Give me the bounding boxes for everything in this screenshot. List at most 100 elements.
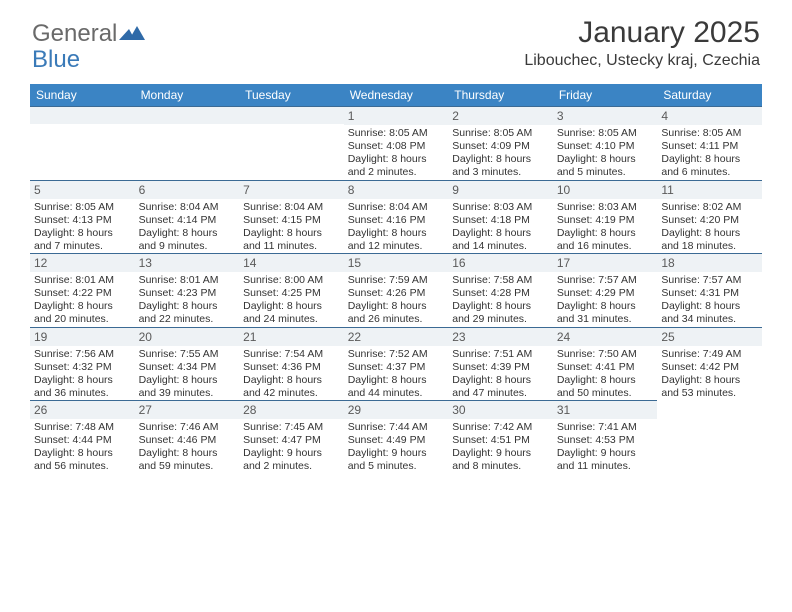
day-number: 19 (30, 327, 135, 346)
calendar-day-cell: 8Sunrise: 8:04 AMSunset: 4:16 PMDaylight… (344, 180, 449, 254)
day-number: 30 (448, 400, 553, 419)
day-details: Sunrise: 8:05 AMSunset: 4:13 PMDaylight:… (30, 199, 135, 254)
calendar-day-cell: 30Sunrise: 7:42 AMSunset: 4:51 PMDayligh… (448, 400, 553, 474)
day-number: 26 (30, 400, 135, 419)
day-number: 2 (448, 106, 553, 125)
day-number: 24 (553, 327, 658, 346)
month-title: January 2025 (524, 16, 760, 50)
calendar-day-cell: 14Sunrise: 8:00 AMSunset: 4:25 PMDayligh… (239, 253, 344, 327)
logo-text-blue: Blue (32, 46, 80, 73)
calendar-day-cell: 25Sunrise: 7:49 AMSunset: 4:42 PMDayligh… (657, 327, 762, 401)
empty-day-bar (30, 106, 135, 124)
day-details: Sunrise: 8:01 AMSunset: 4:23 PMDaylight:… (135, 272, 240, 327)
day-details: Sunrise: 7:41 AMSunset: 4:53 PMDaylight:… (553, 419, 658, 474)
day-number: 9 (448, 180, 553, 199)
weekday-header: Sunday (30, 84, 135, 106)
day-number: 15 (344, 253, 449, 272)
day-number: 3 (553, 106, 658, 125)
day-details: Sunrise: 7:58 AMSunset: 4:28 PMDaylight:… (448, 272, 553, 327)
day-details: Sunrise: 7:55 AMSunset: 4:34 PMDaylight:… (135, 346, 240, 401)
logo-sub: Blue (32, 46, 80, 74)
day-details: Sunrise: 7:49 AMSunset: 4:42 PMDaylight:… (657, 346, 762, 401)
calendar-day-cell: 21Sunrise: 7:54 AMSunset: 4:36 PMDayligh… (239, 327, 344, 401)
calendar-day-cell: 3Sunrise: 8:05 AMSunset: 4:10 PMDaylight… (553, 106, 658, 180)
day-number: 25 (657, 327, 762, 346)
day-number: 23 (448, 327, 553, 346)
calendar-day-cell: 5Sunrise: 8:05 AMSunset: 4:13 PMDaylight… (30, 180, 135, 254)
day-details: Sunrise: 8:03 AMSunset: 4:18 PMDaylight:… (448, 199, 553, 254)
day-details: Sunrise: 7:59 AMSunset: 4:26 PMDaylight:… (344, 272, 449, 327)
day-details: Sunrise: 8:05 AMSunset: 4:08 PMDaylight:… (344, 125, 449, 180)
empty-day-bar (239, 106, 344, 124)
day-number: 20 (135, 327, 240, 346)
weekday-header: Tuesday (239, 84, 344, 106)
header: General January 2025 Libouchec, Ustecky … (0, 0, 792, 78)
calendar-day-cell: 27Sunrise: 7:46 AMSunset: 4:46 PMDayligh… (135, 400, 240, 474)
calendar-day-cell: 17Sunrise: 7:57 AMSunset: 4:29 PMDayligh… (553, 253, 658, 327)
empty-day-bar (135, 106, 240, 124)
day-number: 1 (344, 106, 449, 125)
calendar-day-cell: 29Sunrise: 7:44 AMSunset: 4:49 PMDayligh… (344, 400, 449, 474)
calendar-week-row: 26Sunrise: 7:48 AMSunset: 4:44 PMDayligh… (30, 400, 762, 474)
calendar-body: 1Sunrise: 8:05 AMSunset: 4:08 PMDaylight… (30, 106, 762, 474)
calendar-day-cell: 7Sunrise: 8:04 AMSunset: 4:15 PMDaylight… (239, 180, 344, 254)
day-details: Sunrise: 7:54 AMSunset: 4:36 PMDaylight:… (239, 346, 344, 401)
day-details: Sunrise: 8:04 AMSunset: 4:15 PMDaylight:… (239, 199, 344, 254)
calendar-day-cell: 19Sunrise: 7:56 AMSunset: 4:32 PMDayligh… (30, 327, 135, 401)
day-details: Sunrise: 7:52 AMSunset: 4:37 PMDaylight:… (344, 346, 449, 401)
day-number: 10 (553, 180, 658, 199)
title-block: January 2025 Libouchec, Ustecky kraj, Cz… (524, 16, 760, 70)
day-details: Sunrise: 7:57 AMSunset: 4:29 PMDaylight:… (553, 272, 658, 327)
calendar-day-cell: 24Sunrise: 7:50 AMSunset: 4:41 PMDayligh… (553, 327, 658, 401)
calendar-day-cell: 1Sunrise: 8:05 AMSunset: 4:08 PMDaylight… (344, 106, 449, 180)
day-details: Sunrise: 8:05 AMSunset: 4:10 PMDaylight:… (553, 125, 658, 180)
calendar-day-cell: 9Sunrise: 8:03 AMSunset: 4:18 PMDaylight… (448, 180, 553, 254)
calendar-header-row: SundayMondayTuesdayWednesdayThursdayFrid… (30, 84, 762, 106)
day-number: 16 (448, 253, 553, 272)
calendar-empty-cell (135, 106, 240, 180)
day-number: 29 (344, 400, 449, 419)
day-number: 17 (553, 253, 658, 272)
day-number: 14 (239, 253, 344, 272)
day-details: Sunrise: 8:04 AMSunset: 4:14 PMDaylight:… (135, 199, 240, 254)
calendar-day-cell: 12Sunrise: 8:01 AMSunset: 4:22 PMDayligh… (30, 253, 135, 327)
logo-icon (119, 20, 145, 48)
calendar-week-row: 5Sunrise: 8:05 AMSunset: 4:13 PMDaylight… (30, 180, 762, 254)
day-details: Sunrise: 8:00 AMSunset: 4:25 PMDaylight:… (239, 272, 344, 327)
calendar-day-cell: 18Sunrise: 7:57 AMSunset: 4:31 PMDayligh… (657, 253, 762, 327)
day-details: Sunrise: 7:48 AMSunset: 4:44 PMDaylight:… (30, 419, 135, 474)
day-number: 28 (239, 400, 344, 419)
calendar-day-cell: 4Sunrise: 8:05 AMSunset: 4:11 PMDaylight… (657, 106, 762, 180)
location: Libouchec, Ustecky kraj, Czechia (524, 52, 760, 70)
calendar-empty-cell (30, 106, 135, 180)
day-details: Sunrise: 7:51 AMSunset: 4:39 PMDaylight:… (448, 346, 553, 401)
calendar-day-cell: 10Sunrise: 8:03 AMSunset: 4:19 PMDayligh… (553, 180, 658, 254)
day-details: Sunrise: 7:44 AMSunset: 4:49 PMDaylight:… (344, 419, 449, 474)
day-details: Sunrise: 7:56 AMSunset: 4:32 PMDaylight:… (30, 346, 135, 401)
calendar-day-cell: 20Sunrise: 7:55 AMSunset: 4:34 PMDayligh… (135, 327, 240, 401)
day-number: 21 (239, 327, 344, 346)
calendar-empty-cell (657, 400, 762, 474)
calendar-week-row: 19Sunrise: 7:56 AMSunset: 4:32 PMDayligh… (30, 327, 762, 401)
weekday-header: Wednesday (344, 84, 449, 106)
day-number: 11 (657, 180, 762, 199)
day-details: Sunrise: 7:50 AMSunset: 4:41 PMDaylight:… (553, 346, 658, 401)
day-details: Sunrise: 7:45 AMSunset: 4:47 PMDaylight:… (239, 419, 344, 474)
weekday-header: Saturday (657, 84, 762, 106)
day-number: 12 (30, 253, 135, 272)
day-number: 6 (135, 180, 240, 199)
day-number: 4 (657, 106, 762, 125)
calendar-day-cell: 28Sunrise: 7:45 AMSunset: 4:47 PMDayligh… (239, 400, 344, 474)
calendar-day-cell: 16Sunrise: 7:58 AMSunset: 4:28 PMDayligh… (448, 253, 553, 327)
day-details: Sunrise: 8:02 AMSunset: 4:20 PMDaylight:… (657, 199, 762, 254)
calendar-day-cell: 13Sunrise: 8:01 AMSunset: 4:23 PMDayligh… (135, 253, 240, 327)
logo-text-general: General (32, 20, 117, 48)
calendar-week-row: 1Sunrise: 8:05 AMSunset: 4:08 PMDaylight… (30, 106, 762, 180)
calendar-day-cell: 22Sunrise: 7:52 AMSunset: 4:37 PMDayligh… (344, 327, 449, 401)
calendar-day-cell: 2Sunrise: 8:05 AMSunset: 4:09 PMDaylight… (448, 106, 553, 180)
logo: General (32, 20, 145, 48)
calendar-day-cell: 23Sunrise: 7:51 AMSunset: 4:39 PMDayligh… (448, 327, 553, 401)
day-number: 13 (135, 253, 240, 272)
day-number: 18 (657, 253, 762, 272)
day-number: 31 (553, 400, 658, 419)
